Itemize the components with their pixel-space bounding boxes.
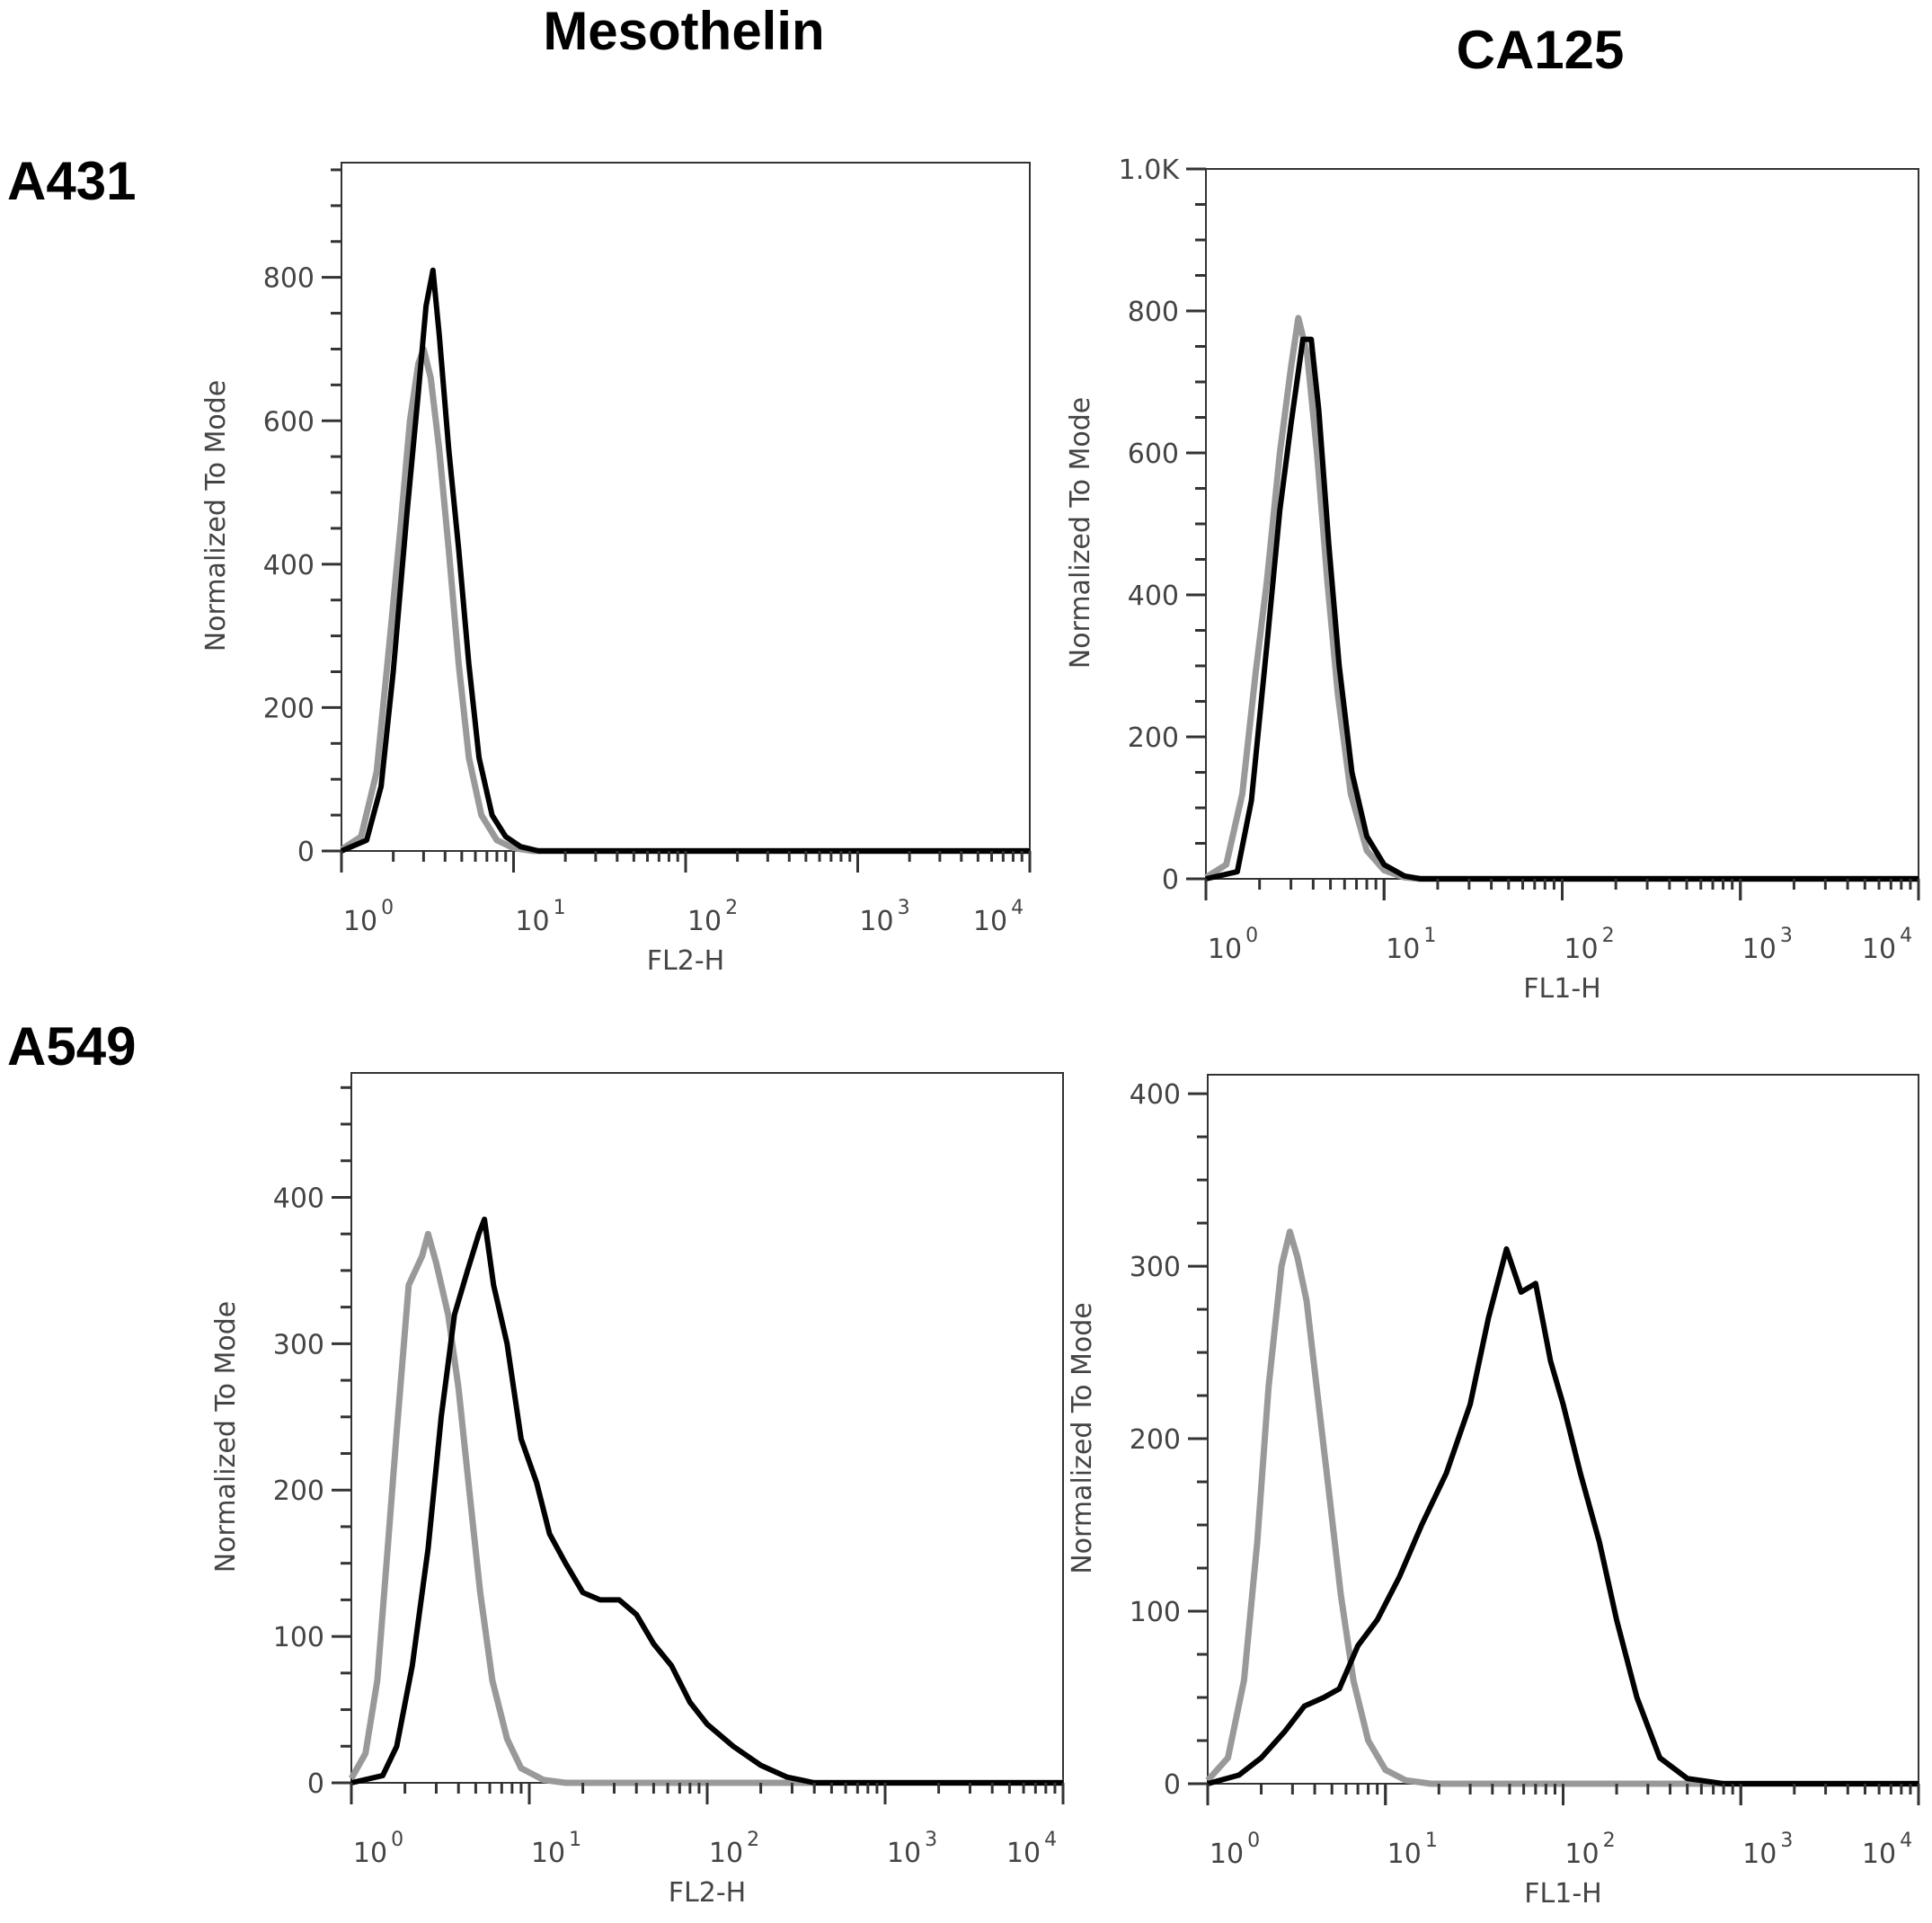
y-tick-label: 300 bbox=[273, 1329, 324, 1360]
sample-histogram bbox=[350, 1216, 1063, 1786]
y-tick-label: 400 bbox=[263, 550, 315, 581]
y-tick-label: 0 bbox=[1164, 1769, 1181, 1801]
histogram-panel: 0 200 400 600 800 10 0 10 1 10 2 10 3 10 4 FL2-H Normali… bbox=[200, 162, 1032, 977]
y-tick-label: 0 bbox=[307, 1768, 324, 1800]
x-tick-label: 10 4 bbox=[1862, 1830, 1912, 1870]
x-tick-label: 10 4 bbox=[973, 897, 1024, 937]
control-histogram bbox=[1205, 1228, 1919, 1787]
y-tick-label: 200 bbox=[1130, 1424, 1181, 1456]
y-tick-label: 200 bbox=[273, 1475, 324, 1507]
y-tick-label: 300 bbox=[1130, 1252, 1181, 1283]
y-tick-label: 400 bbox=[1130, 1079, 1181, 1111]
y-tick-label: 600 bbox=[1128, 439, 1179, 470]
control-histogram bbox=[340, 346, 1030, 855]
x-tick-label: 10 3 bbox=[859, 897, 909, 937]
x-tick-label: 10 1 bbox=[531, 1829, 581, 1869]
y-axis-label: Normalized To Mode bbox=[210, 1301, 242, 1573]
control-histogram bbox=[348, 1230, 1063, 1786]
plot-frame bbox=[350, 1072, 1064, 1784]
y-tick-label: 400 bbox=[1128, 580, 1179, 612]
histogram-panel: 0 200 400 600 800 1.0K 10 0 10 1 10 2 10 3 10 4 FL1-H Nor… bbox=[1065, 155, 1920, 1005]
x-tick-label: 10 2 bbox=[687, 897, 738, 937]
control-histogram bbox=[1204, 315, 1919, 882]
y-tick-label: 0 bbox=[297, 837, 315, 868]
y-tick-label: 800 bbox=[263, 263, 315, 295]
x-tick-label: 10 1 bbox=[515, 897, 565, 937]
column-title-ca125: CA125 bbox=[1457, 20, 1625, 80]
column-title-mesothelin: Mesothelin bbox=[543, 1, 824, 61]
y-tick-label: 1.0K bbox=[1119, 155, 1181, 186]
plot-frame bbox=[1207, 1074, 1919, 1785]
plot-frame bbox=[1205, 168, 1919, 880]
x-tick-label: 10 4 bbox=[1862, 925, 1912, 965]
x-tick-label: 10 0 bbox=[1210, 1830, 1260, 1870]
x-tick-label: 10 3 bbox=[1742, 1830, 1793, 1870]
histogram-panel: 0 100 200 300 400 10 0 10 1 10 2 10 3 10 4 FL1-H Normali… bbox=[1067, 1074, 1920, 1910]
x-tick-label: 10 0 bbox=[353, 1829, 403, 1869]
sample-histogram bbox=[1207, 1245, 1919, 1786]
x-tick-label: 10 3 bbox=[1742, 925, 1793, 965]
x-tick-label: 10 1 bbox=[1386, 925, 1436, 965]
y-tick-label: 600 bbox=[263, 406, 315, 438]
x-axis-label: FL2-H bbox=[669, 1877, 746, 1909]
y-tick-label: 200 bbox=[1128, 722, 1179, 754]
y-tick-label: 800 bbox=[1128, 297, 1179, 328]
y-tick-label: 0 bbox=[1162, 864, 1179, 896]
x-axis-label: FL1-H bbox=[1523, 973, 1600, 1005]
row-title-a431: A431 bbox=[7, 151, 136, 211]
sample-histogram bbox=[1205, 336, 1919, 882]
y-axis-label: Normalized To Mode bbox=[200, 380, 232, 652]
x-tick-label: 10 3 bbox=[887, 1829, 937, 1869]
y-tick-label: 100 bbox=[273, 1622, 324, 1653]
x-tick-label: 10 2 bbox=[1564, 1830, 1615, 1870]
x-axis-label: FL1-H bbox=[1524, 1878, 1601, 1910]
x-tick-label: 10 2 bbox=[709, 1829, 759, 1869]
y-tick-label: 100 bbox=[1130, 1597, 1181, 1628]
x-axis-label: FL2-H bbox=[647, 945, 724, 977]
x-tick-label: 10 0 bbox=[343, 897, 394, 937]
y-tick-label: 400 bbox=[273, 1183, 324, 1214]
x-tick-label: 10 0 bbox=[1208, 925, 1258, 965]
histogram-panel: 0 100 200 300 400 10 0 10 1 10 2 10 3 10 4 FL2-H Normali… bbox=[210, 1072, 1065, 1909]
row-title-a549: A549 bbox=[7, 1016, 136, 1077]
x-tick-label: 10 1 bbox=[1387, 1830, 1438, 1870]
y-axis-label: Normalized To Mode bbox=[1067, 1302, 1098, 1574]
y-axis-label: Normalized To Mode bbox=[1065, 397, 1096, 669]
sample-histogram bbox=[340, 267, 1030, 854]
x-tick-label: 10 4 bbox=[1006, 1829, 1057, 1869]
x-tick-label: 10 2 bbox=[1564, 925, 1614, 965]
y-tick-label: 200 bbox=[263, 693, 315, 724]
